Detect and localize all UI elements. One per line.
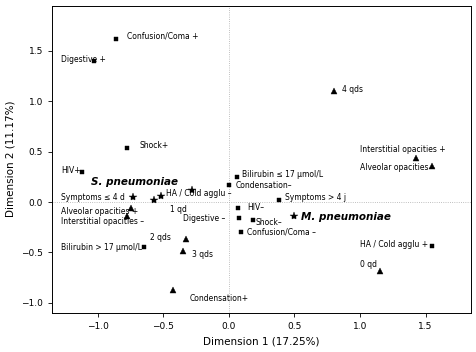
Text: Symptoms ≤ 4 d: Symptoms ≤ 4 d — [61, 194, 125, 202]
Text: Symptoms > 4 j: Symptoms > 4 j — [285, 194, 346, 202]
Text: Digestive –: Digestive – — [183, 214, 225, 223]
Text: 4 qds: 4 qds — [341, 85, 362, 94]
Text: Shock–: Shock– — [255, 218, 281, 227]
Text: Condensation–: Condensation– — [235, 181, 291, 190]
Text: Bilirubin ≤ 17 μmol/L: Bilirubin ≤ 17 μmol/L — [241, 170, 323, 179]
Text: HA / Cold agglu +: HA / Cold agglu + — [359, 240, 427, 249]
Text: Digestive +: Digestive + — [61, 56, 106, 64]
Text: 3 qds: 3 qds — [192, 250, 213, 259]
Text: HIV–: HIV– — [247, 202, 264, 212]
Text: Bilirubin > 17 μmol/L: Bilirubin > 17 μmol/L — [61, 243, 142, 252]
Text: M. pneumoniae: M. pneumoniae — [300, 212, 390, 222]
Text: Alveolar opacities –: Alveolar opacities – — [359, 163, 434, 172]
Text: Condensation+: Condensation+ — [189, 294, 248, 303]
Text: Alveolar opacities +: Alveolar opacities + — [61, 207, 138, 215]
Text: Confusion/Coma +: Confusion/Coma + — [127, 31, 198, 40]
Text: S. pneumoniae: S. pneumoniae — [91, 177, 178, 187]
Text: Confusion/Coma –: Confusion/Coma – — [247, 228, 316, 237]
Text: 0 qd: 0 qd — [359, 260, 376, 269]
Text: HA / Cold agglu –: HA / Cold agglu – — [166, 189, 231, 199]
Y-axis label: Dimension 2 (11.17%): Dimension 2 (11.17%) — [6, 101, 16, 218]
Text: Interstitial opacities –: Interstitial opacities – — [61, 217, 144, 226]
X-axis label: Dimension 1 (17.25%): Dimension 1 (17.25%) — [203, 337, 319, 346]
Text: 2 qds: 2 qds — [150, 233, 171, 242]
Text: HIV+: HIV+ — [61, 166, 80, 175]
Text: Interstitial opacities +: Interstitial opacities + — [359, 145, 445, 154]
Text: 1 qd: 1 qd — [169, 205, 187, 214]
Text: Shock+: Shock+ — [139, 141, 169, 150]
